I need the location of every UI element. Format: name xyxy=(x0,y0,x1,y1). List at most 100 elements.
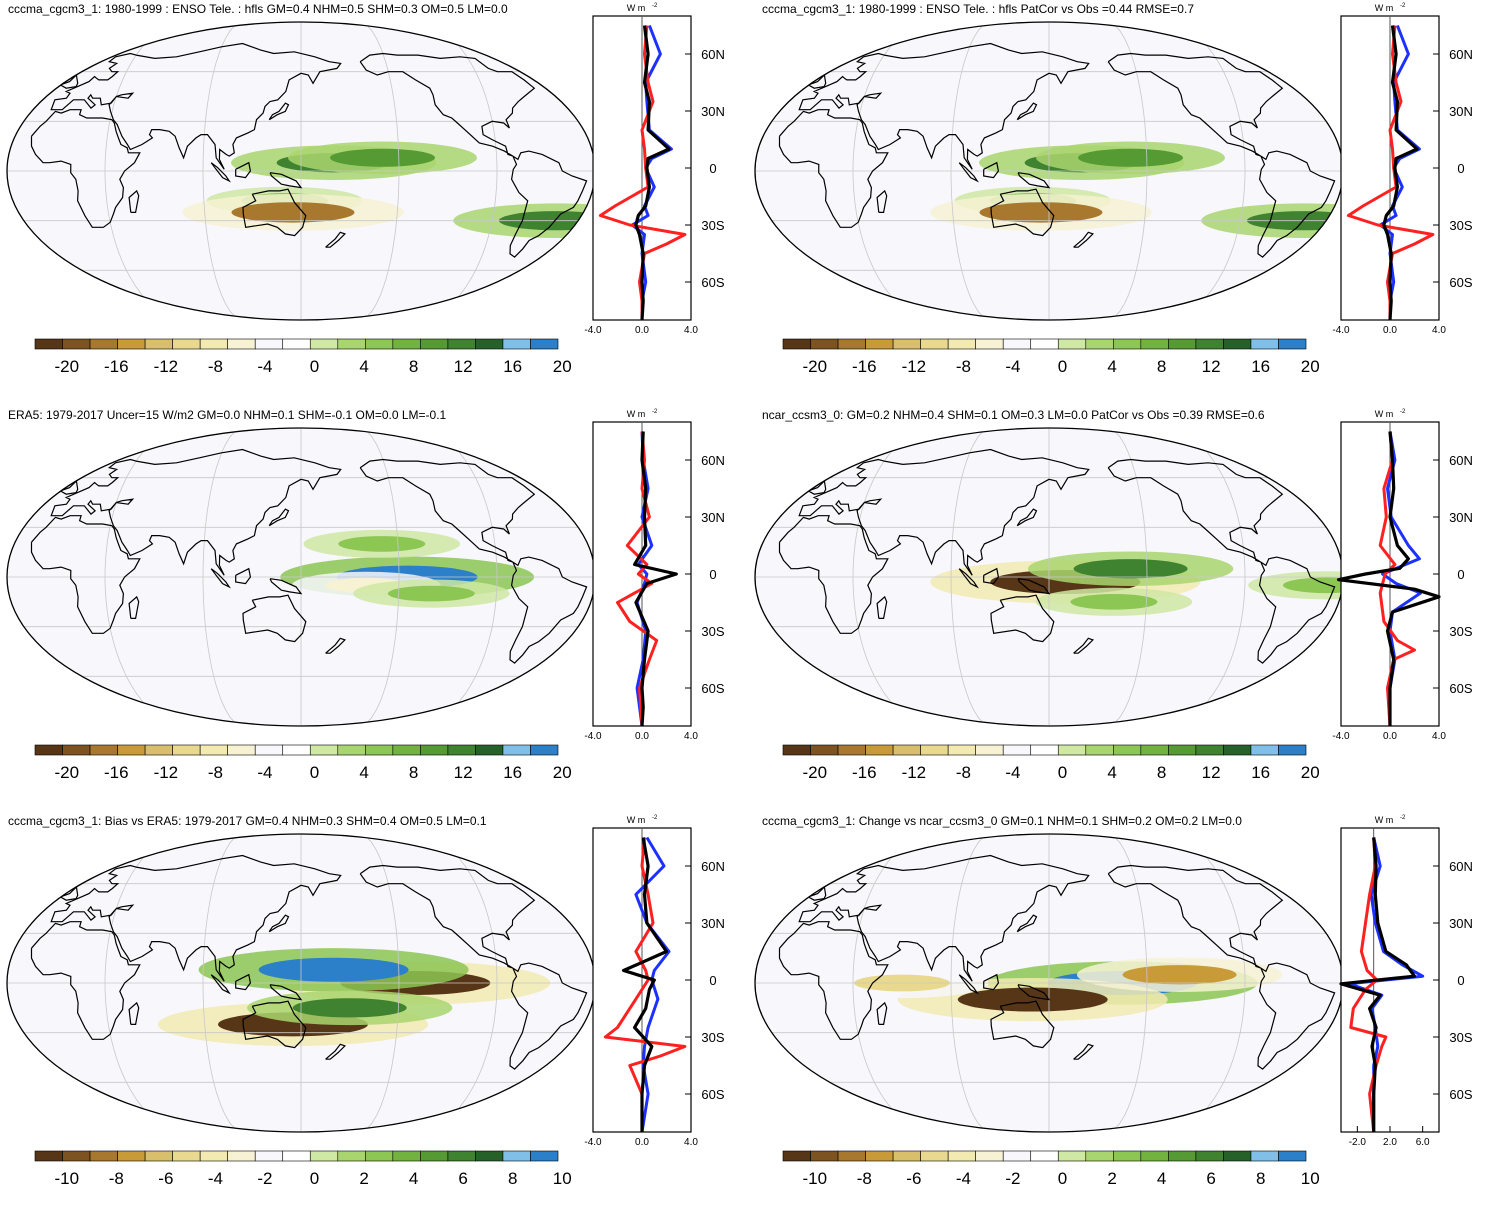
profile-unit: W m xyxy=(1375,3,1394,13)
colorbar-label: 16 xyxy=(1251,763,1270,782)
colorbar-label: -12 xyxy=(902,763,927,782)
coastline xyxy=(210,162,231,183)
coastline xyxy=(808,73,827,89)
y-tick-label: 60N xyxy=(701,47,725,62)
meridian-line xyxy=(426,428,498,726)
anomaly-feature xyxy=(330,148,436,167)
colorbar-label: 20 xyxy=(553,357,572,376)
coastline xyxy=(876,1001,888,1025)
colorbar-swatch xyxy=(420,744,449,756)
colorbar-label: 12 xyxy=(454,763,473,782)
profile-unit-exp: -2 xyxy=(1400,815,1406,821)
coastline xyxy=(235,161,252,179)
colorbar-label: 8 xyxy=(409,763,418,782)
panel-5: cccma_cgcm3_1: Bias vs ERA5: 1979-2017 G… xyxy=(0,812,742,1207)
panel-title: cccma_cgcm3_1: 1980-1999 : ENSO Tele. : … xyxy=(8,2,508,16)
profile-line-black xyxy=(1339,837,1417,1132)
colorbar-swatch xyxy=(837,744,866,756)
colorbar-swatch xyxy=(89,338,118,350)
colorbar-label: 0 xyxy=(310,763,319,782)
y-tick-label: 0 xyxy=(709,567,716,582)
colorbar-swatch xyxy=(782,338,811,350)
colorbar-label: 20 xyxy=(553,763,572,782)
colorbar-swatch xyxy=(475,744,504,756)
colorbar-label: -12 xyxy=(154,357,179,376)
colorbar-swatch xyxy=(920,744,949,756)
colorbar-label: 4 xyxy=(1157,1169,1166,1188)
colorbar-swatch xyxy=(392,338,421,350)
x-tick-label: -4.0 xyxy=(1332,325,1350,336)
colorbar-swatch xyxy=(34,744,63,756)
panel-1: cccma_cgcm3_1: 1980-1999 : ENSO Tele. : … xyxy=(0,0,742,395)
y-tick-label: 60S xyxy=(1449,681,1472,696)
coastline xyxy=(210,974,231,995)
panel-svg: -10 -8 -6 -4 -2 0 2 4 6 8 10 W m -2 -4.0 0.0 4.0 60N 30N 0… xyxy=(6,815,725,1188)
coastline xyxy=(983,973,1000,991)
colorbar-swatch xyxy=(920,1150,949,1162)
colorbar: -10 -8 -6 -4 -2 0 2 4 6 8 10 xyxy=(34,1150,572,1188)
colorbar-label: -10 xyxy=(802,1169,827,1188)
y-tick-label: 30S xyxy=(1449,1030,1472,1045)
colorbar-swatch xyxy=(227,338,256,350)
coastline xyxy=(1016,508,1038,527)
coastline xyxy=(1107,458,1284,563)
y-tick-label: 60S xyxy=(1449,1087,1472,1102)
panel-6: cccma_cgcm3_1: Change vs ncar_ccsm3_0 GM… xyxy=(748,812,1485,1207)
colorbar-swatch xyxy=(1030,744,1059,756)
coastline xyxy=(128,1001,140,1025)
coastline xyxy=(808,885,827,901)
anomaly-feature xyxy=(1122,965,1237,985)
x-tick-label: -4.0 xyxy=(584,325,602,336)
colorbar-swatch xyxy=(392,744,421,756)
colorbar-label: 16 xyxy=(503,763,522,782)
colorbar-swatch xyxy=(1057,744,1087,756)
coastline xyxy=(958,162,979,183)
profile-line-black xyxy=(622,837,669,1132)
y-tick-label: 30S xyxy=(701,218,724,233)
coastline xyxy=(325,637,347,654)
y-tick-label: 30N xyxy=(1449,916,1473,931)
y-tick-label: 60S xyxy=(701,681,724,696)
profile-unit: W m xyxy=(627,409,646,419)
panel-title: cccma_cgcm3_1: 1980-1999 : ENSO Tele. : … xyxy=(762,2,1194,16)
colorbar-swatch xyxy=(1113,1150,1142,1162)
y-tick-label: 0 xyxy=(709,161,716,176)
x-tick-label: 0.0 xyxy=(635,731,649,742)
colorbar-swatch xyxy=(254,744,284,756)
y-tick-label: 30N xyxy=(701,510,725,525)
colorbar-swatch xyxy=(365,1150,394,1162)
colorbar-swatch xyxy=(947,744,976,756)
colorbar-swatch xyxy=(530,1150,559,1162)
colorbar-swatch xyxy=(199,338,228,350)
colorbar-swatch xyxy=(1250,744,1279,756)
meridian-line xyxy=(202,428,239,726)
colorbar-swatch xyxy=(117,1150,146,1162)
coastline xyxy=(268,102,290,121)
meridian-line xyxy=(852,834,924,1132)
panel-title: ERA5: 1979-2017 Uncer=15 W/m2 GM=0.0 NHM… xyxy=(8,408,447,422)
coastline xyxy=(1016,914,1038,933)
coastline xyxy=(1073,231,1095,248)
colorbar-swatch xyxy=(1168,1150,1197,1162)
y-tick-label: 60N xyxy=(701,859,725,874)
colorbar-swatch xyxy=(1195,338,1224,350)
colorbar-label: 4 xyxy=(1107,357,1116,376)
colorbar-swatch xyxy=(530,744,559,756)
colorbar-swatch xyxy=(865,744,894,756)
profile-unit: W m xyxy=(627,815,646,825)
coastline xyxy=(242,1000,307,1049)
colorbar-swatch xyxy=(447,744,476,756)
colorbar-label: -8 xyxy=(208,763,223,782)
map xyxy=(755,22,1343,320)
coastline xyxy=(235,567,252,585)
colorbar-swatch xyxy=(1223,338,1252,350)
panel-title: cccma_cgcm3_1: Bias vs ERA5: 1979-2017 G… xyxy=(8,814,487,828)
colorbar-swatch xyxy=(62,1150,91,1162)
colorbar-label: 8 xyxy=(1157,357,1166,376)
colorbar-swatch xyxy=(810,1150,839,1162)
zonal-profile: W m -2 -4.0 0.0 4.0 60N 30N 0 30S 60S xyxy=(1332,409,1473,742)
panel-title: ncar_ccsm3_0: GM=0.2 NHM=0.4 SHM=0.1 OM=… xyxy=(762,408,1265,422)
colorbar-label: 10 xyxy=(553,1169,572,1188)
colorbar-swatch xyxy=(172,744,201,756)
colorbar-swatch xyxy=(810,744,839,756)
